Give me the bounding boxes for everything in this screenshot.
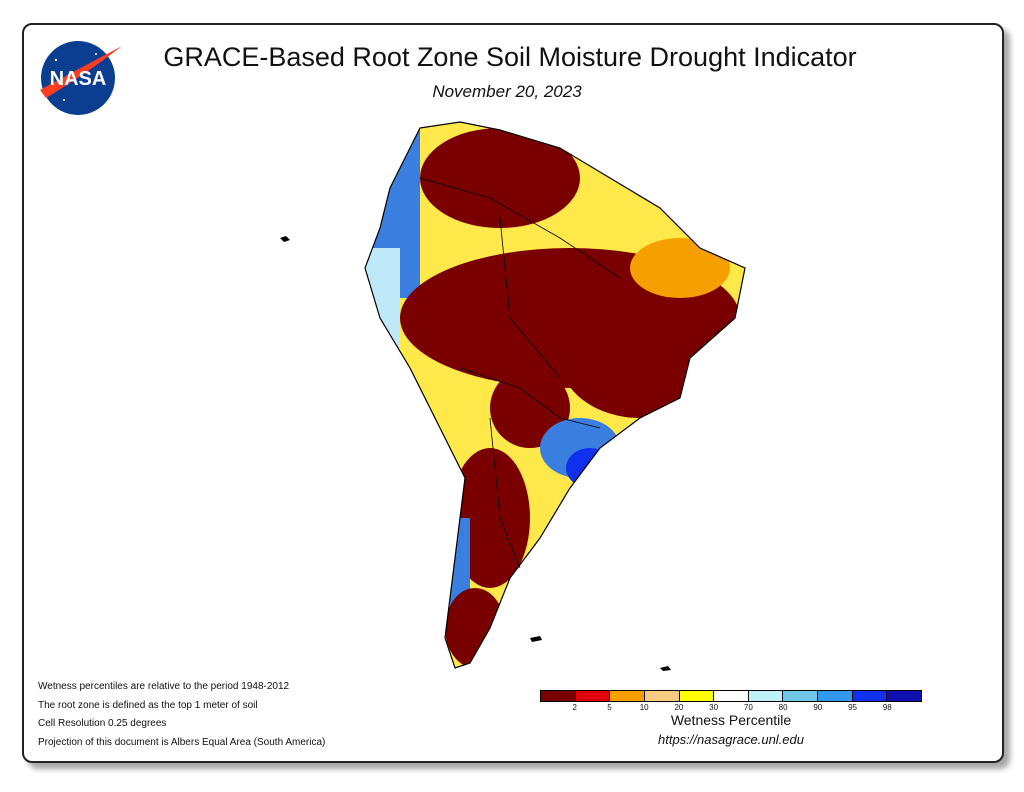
legend-tick-label: 20 — [674, 703, 684, 712]
note-line: Wetness percentiles are relative to the … — [38, 681, 290, 692]
note-line: The root zone is defined as the top 1 me… — [38, 699, 258, 711]
legend-tick-label: 80 — [778, 703, 788, 712]
legend-tick-label: 70 — [743, 703, 753, 712]
legend-title: Wetness Percentile — [670, 712, 792, 728]
legend-color-bar — [540, 690, 922, 702]
legend-tick-label: 95 — [848, 703, 857, 712]
legend-ticks: 2 5 10 20 30 70 80 90 95 98 — [540, 702, 922, 714]
legend-swatch — [714, 691, 749, 701]
wetness-legend: 2 5 10 20 30 70 80 90 95 98 Wetness Percentile — [540, 690, 922, 728]
legend-tick-label: 2 — [572, 703, 577, 712]
legend-tick-label: 30 — [709, 703, 719, 712]
nasa-logo: NASA — [40, 41, 122, 115]
legend-tick-label: 90 — [813, 703, 823, 712]
legend-swatch — [541, 691, 576, 701]
note-line: Projection of this document is Albers Eq… — [38, 736, 326, 748]
legend-swatch — [748, 691, 784, 701]
page-title: GRACE-Based Root Zone Soil Moisture Drou… — [163, 42, 857, 72]
legend-swatch — [610, 691, 645, 701]
map-notes: Wetness percentiles are relative to the … — [38, 678, 398, 752]
map-date: November 20, 2023 — [432, 82, 582, 101]
legend-tick-label: 98 — [882, 703, 892, 712]
source-url[interactable]: https://nasagrace.unl.edu — [658, 732, 804, 747]
legend-tick-label: 10 — [639, 703, 649, 712]
note-line: Cell Resolution 0.25 degrees — [38, 718, 167, 729]
legend-swatch — [575, 691, 611, 701]
legend-tick-label: 5 — [607, 703, 612, 712]
legend-swatch — [818, 691, 853, 701]
legend-swatch — [852, 691, 888, 701]
nasa-logo-text: NASA — [50, 68, 107, 90]
legend-swatch — [783, 691, 819, 701]
south-america-map — [280, 121, 746, 671]
legend-swatch — [644, 691, 680, 701]
legend-swatch — [887, 691, 922, 701]
legend-swatch — [679, 691, 715, 701]
